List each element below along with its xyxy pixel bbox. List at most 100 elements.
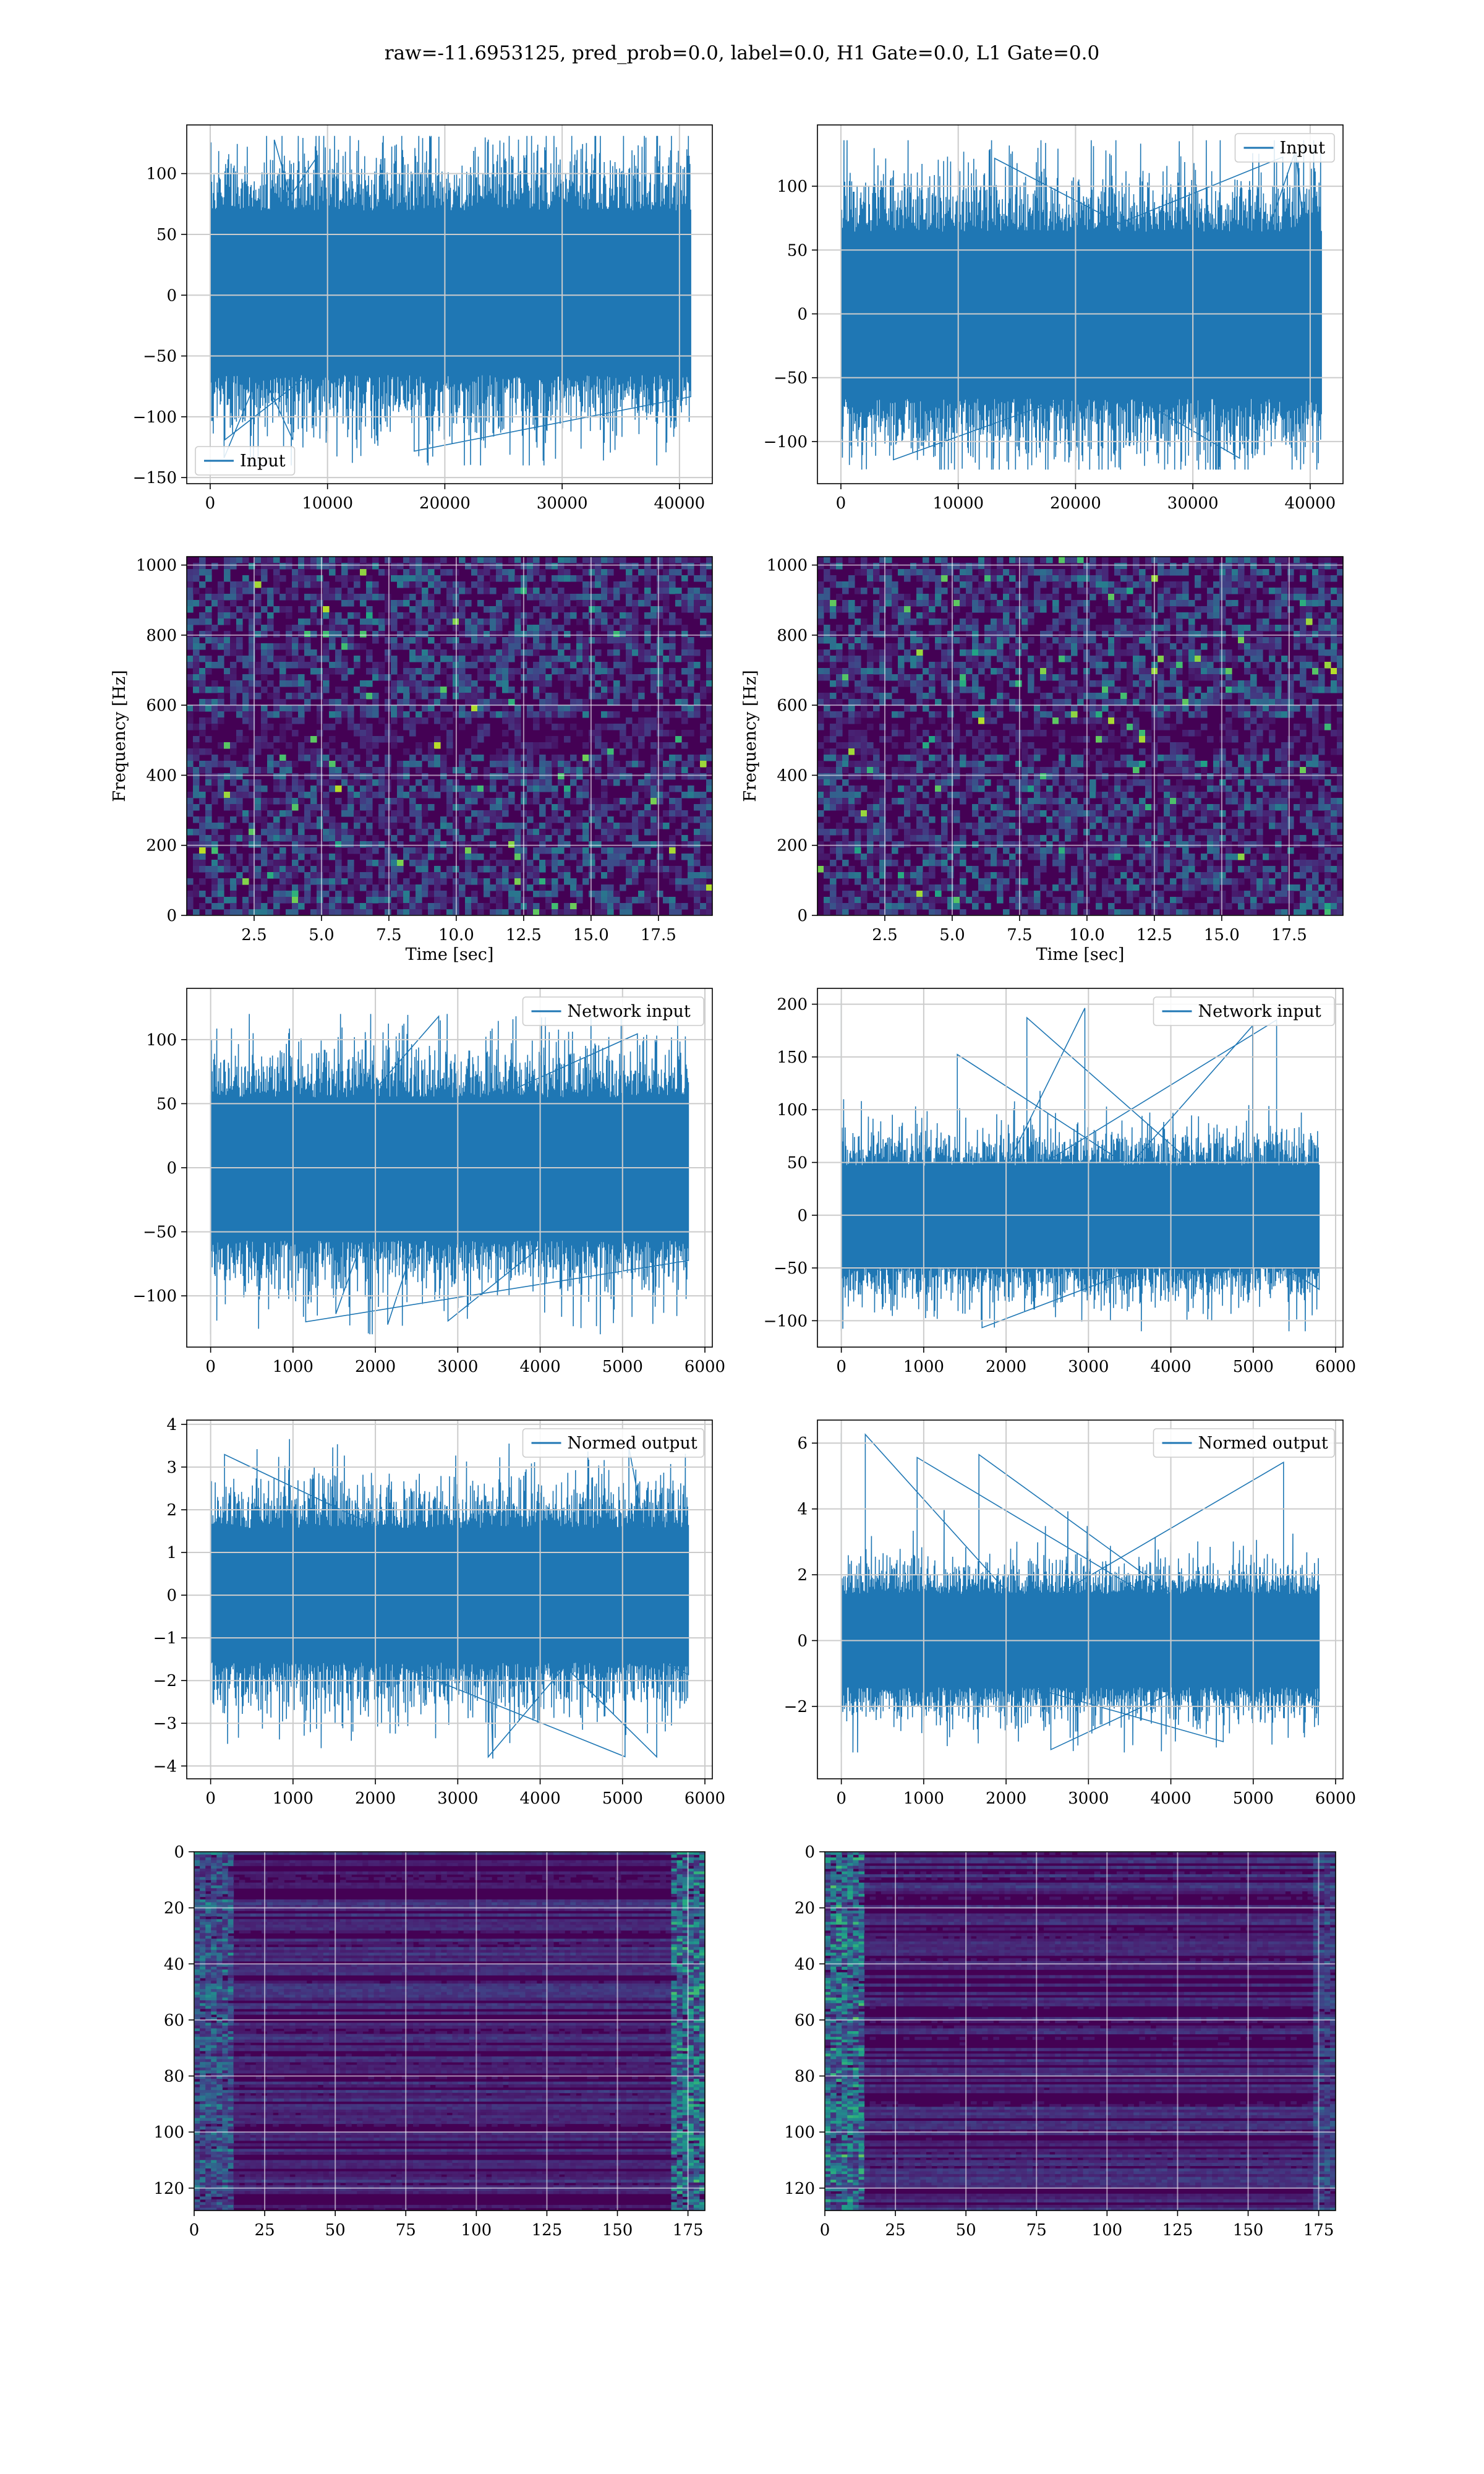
l1-spectrogram-xtick-label-5: 15.0 <box>1204 926 1240 944</box>
h1-input-ytick-label-1: −100 <box>133 408 177 427</box>
l1-network-input-xtick-label-4: 4000 <box>1150 1358 1191 1376</box>
l1-spectrogram-ytick-label-1: 200 <box>777 837 808 855</box>
l1-network-input-ytick-label-2: 0 <box>797 1207 808 1225</box>
h1-spectrogram-xlabel: Time [sec] <box>406 945 494 964</box>
h1-input-xtick-label-1: 10000 <box>302 494 353 513</box>
l1-feature-map-xtick-label-7: 175 <box>1303 2221 1334 2240</box>
l1-feature-map-ytick-label-6: 120 <box>784 2180 815 2198</box>
h1-normed-output-legend: Normed output <box>522 1428 704 1458</box>
l1-normed-output-xtick-label-6: 6000 <box>1315 1789 1356 1808</box>
l1-spectrogram-xtick-label-6: 17.5 <box>1271 926 1307 944</box>
h1-normed-output-ytick-label-7: 3 <box>166 1458 177 1477</box>
h1-normed-output-xtick-label-3: 3000 <box>437 1789 478 1808</box>
h1-network-input-grid <box>187 988 712 1347</box>
h1-network-input-xtick-label-0: 0 <box>205 1358 216 1376</box>
l1-input-ytick-label-1: −50 <box>774 369 808 388</box>
l1-feature-map-xtick-label-2: 50 <box>956 2221 976 2240</box>
h1-spectrogram-ytick-label-3: 600 <box>146 696 177 715</box>
h1-spectrogram-ytick-label-1: 200 <box>146 837 177 855</box>
h1-network-input-xtick-label-4: 4000 <box>519 1358 560 1376</box>
h1-feature-map-cells <box>194 1852 705 2211</box>
h1-input-legend: Input <box>195 446 296 476</box>
h1-spectrogram-ytick-label-2: 400 <box>146 766 177 785</box>
l1-network-input-xtick-label-2: 2000 <box>986 1358 1026 1376</box>
h1-normed-output-xtick-label-4: 4000 <box>519 1789 560 1808</box>
h1-network-input-xtick-label-3: 3000 <box>437 1358 478 1376</box>
h1-feature-map-xtick-label-7: 175 <box>673 2221 704 2240</box>
h1-spectrogram-axes: 2.5 5.0 7.5 10.0 12.5 15.0 17.5 0 200 400 600 800 10… <box>110 556 713 964</box>
l1-input-grid <box>817 125 1343 484</box>
h1-input-legend-box <box>195 446 296 476</box>
h1-feature-map-ytick-label-2: 40 <box>164 1955 184 1974</box>
h1-network-input-series-line <box>210 1014 689 1335</box>
l1-input-ytick-label-0: −100 <box>764 433 808 452</box>
h1-spectrogram-xtick-label-3: 10.0 <box>438 926 474 944</box>
l1-feature-map-cells <box>825 1852 1336 2211</box>
l1-network-input-xtick-label-3: 3000 <box>1068 1358 1109 1376</box>
l1-network-input-xtick-label-1: 1000 <box>903 1358 944 1376</box>
h1-input-ytick-label-4: 50 <box>156 226 177 244</box>
l1-spectrogram-xtick-label-2: 7.5 <box>1007 926 1032 944</box>
l1-input-xtick-label-4: 40000 <box>1285 494 1336 513</box>
l1-normed-output-legend-box <box>1153 1428 1335 1458</box>
h1-network-input-xtick-label-2: 2000 <box>355 1358 396 1376</box>
h1-normed-output-ytick-label-1: −3 <box>153 1714 177 1733</box>
l1-spectrogram-xlabel: Time [sec] <box>1036 945 1125 964</box>
l1-normed-output-ytick-label-0: −2 <box>784 1698 808 1716</box>
h1-input-frame <box>186 124 713 484</box>
h1-normed-output-xtick-label-5: 5000 <box>602 1789 643 1808</box>
h1-normed-output-grid <box>187 1420 712 1779</box>
h1-feature-map-axes: 0 25 50 75 100 125 150 175 0 20 40 60 80 100 120 <box>153 1843 706 2240</box>
l1-feature-map-ytick-label-0: 0 <box>804 1843 815 1862</box>
h1-normed-output-ytick-label-5: 1 <box>166 1544 177 1562</box>
l1-normed-output-ytick-label-3: 4 <box>797 1500 808 1519</box>
l1-spectrogram-xtick-label-3: 10.0 <box>1069 926 1105 944</box>
l1-spectrogram-ytick-label-2: 400 <box>777 766 808 785</box>
l1-spectrogram-ylabel: Frequency [Hz] <box>741 670 760 802</box>
h1-feature-map-xtick-label-0: 0 <box>189 2221 200 2240</box>
l1-normed-output-ytick-label-2: 2 <box>797 1566 808 1585</box>
l1-network-input-frame <box>817 988 1344 1348</box>
l1-spectrogram-xtick-label-0: 2.5 <box>872 926 897 944</box>
l1-network-input-xtick-label-0: 0 <box>836 1358 846 1376</box>
l1-spectrogram-ytick-label-5: 1000 <box>767 557 808 575</box>
h1-spectrogram-xtick-label-1: 5.0 <box>309 926 334 944</box>
h1-normed-output-ytick-label-2: −2 <box>153 1672 177 1690</box>
l1-network-input-legend-label: Network input <box>1198 1002 1321 1021</box>
l1-normed-output-ytick-label-1: 0 <box>797 1632 808 1651</box>
l1-network-input-ytick-label-6: 200 <box>777 996 808 1014</box>
h1-normed-output-series-line <box>210 1439 689 1766</box>
l1-spectrogram-axes: 2.5 5.0 7.5 10.0 12.5 15.0 17.5 0 200 400 600 800 10… <box>741 556 1344 964</box>
h1-normed-output-axes: 0 1000 2000 3000 4000 5000 6000 −4 −3 −2 −1 0 1 2 3 4 <box>153 1416 725 1808</box>
h1-input-ytick-label-3: 0 <box>166 286 177 305</box>
l1-spectrogram-ytick-label-4: 800 <box>777 627 808 645</box>
l1-normed-output-legend-label: Normed output <box>1198 1434 1328 1453</box>
l1-input-ytick-label-2: 0 <box>797 305 808 323</box>
l1-normed-output-xtick-label-0: 0 <box>836 1789 846 1808</box>
l1-network-input-ytick-label-1: −50 <box>774 1259 808 1278</box>
l1-feature-map-xtick-label-1: 25 <box>885 2221 906 2240</box>
l1-normed-output-xtick-label-3: 3000 <box>1068 1789 1109 1808</box>
l1-network-input-xtick-label-6: 6000 <box>1315 1358 1356 1376</box>
h1-normed-output-legend-box <box>522 1428 704 1458</box>
h1-normed-output-ytick-label-8: 4 <box>166 1416 177 1434</box>
l1-network-input-legend: Network input <box>1153 996 1335 1026</box>
l1-input-legend: Input <box>1234 133 1335 163</box>
h1-network-input-axes: 0 1000 2000 3000 4000 5000 6000 −100 −50 0 50 100 <box>133 988 725 1376</box>
h1-spectrogram-xtick-label-2: 7.5 <box>376 926 401 944</box>
l1-network-input-ytick-label-5: 150 <box>777 1048 808 1067</box>
l1-feature-map-ytick-label-1: 20 <box>795 1899 815 1918</box>
h1-normed-output-legend-label: Normed output <box>568 1434 697 1453</box>
h1-input-xtick-label-0: 0 <box>205 494 216 513</box>
h1-input-xtick-label-4: 40000 <box>654 494 706 513</box>
h1-spectrogram-xtick-label-5: 15.0 <box>573 926 609 944</box>
l1-normed-output-xtick-label-1: 1000 <box>903 1789 944 1808</box>
figure-title: raw=-11.6953125, pred_prob=0.0, label=0.… <box>0 42 1484 64</box>
h1-feature-map-ytick-label-0: 0 <box>174 1843 184 1862</box>
h1-network-input-xtick-label-1: 1000 <box>273 1358 313 1376</box>
l1-feature-map-ytick-label-3: 60 <box>795 2011 815 2030</box>
h1-normed-output-ytick-label-6: 2 <box>166 1501 177 1520</box>
l1-normed-output-series-line <box>840 1433 1320 1753</box>
h1-spectrogram-ytick-label-4: 800 <box>146 627 177 645</box>
l1-input-xtick-label-0: 0 <box>836 494 846 513</box>
